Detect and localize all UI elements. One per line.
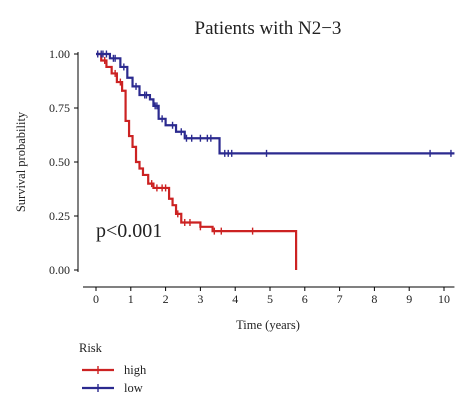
x-tick-label: 5 — [267, 292, 273, 306]
x-tick-label: 2 — [163, 292, 169, 306]
x-axis: 0 1 2 3 4 5 6 7 8 9 10 — [83, 286, 455, 306]
x-tick-label: 7 — [337, 292, 343, 306]
legend: high low — [82, 363, 147, 395]
y-tick-label: 0.50 — [49, 155, 70, 169]
x-tick-label: 10 — [438, 292, 450, 306]
x-tick-label: 6 — [302, 292, 308, 306]
legend-item-low: low — [82, 381, 143, 395]
x-tick-label: 4 — [232, 292, 238, 306]
p-value-annotation: p<0.001 — [96, 220, 162, 242]
x-tick-label: 8 — [371, 292, 377, 306]
legend-item-high: high — [82, 363, 147, 377]
chart-title: Patients with N2−3 — [195, 18, 342, 39]
survival-curve-low — [96, 52, 455, 155]
x-tick-label: 3 — [197, 292, 203, 306]
legend-label-low: low — [124, 381, 143, 395]
y-axis-label: Survival probability — [14, 111, 28, 212]
y-axis: 0.00 0.25 0.50 0.75 1.00 — [49, 47, 79, 277]
y-tick-label: 0.75 — [49, 101, 70, 115]
y-tick-label: 0.25 — [49, 209, 70, 223]
y-tick-label: 1.00 — [49, 47, 70, 61]
x-tick-label: 1 — [128, 292, 134, 306]
y-tick-label: 0.00 — [49, 263, 70, 277]
x-axis-label: Time (years) — [236, 318, 300, 332]
legend-title: Risk — [79, 341, 103, 355]
x-tick-label: 9 — [406, 292, 412, 306]
x-tick-label: 0 — [93, 292, 99, 306]
survival-curves — [96, 50, 455, 270]
legend-label-high: high — [124, 363, 147, 377]
